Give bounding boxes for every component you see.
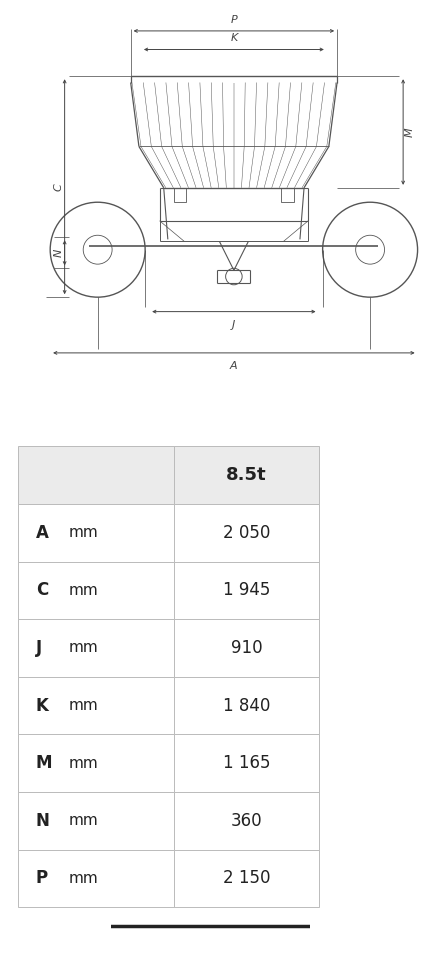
Text: A: A	[230, 361, 238, 372]
Text: mm: mm	[69, 640, 99, 656]
Text: 910: 910	[231, 639, 262, 657]
Bar	[175, 792, 319, 850]
Bar	[18, 619, 175, 677]
Text: N: N	[36, 812, 50, 829]
Bar	[18, 504, 175, 562]
Bar	[175, 446, 319, 504]
Bar	[18, 562, 175, 619]
Bar	[18, 850, 175, 907]
Text: 1 840: 1 840	[223, 697, 270, 714]
Text: A: A	[36, 524, 49, 541]
Text: 360: 360	[231, 812, 262, 829]
Text: mm: mm	[69, 698, 99, 713]
Text: N: N	[54, 249, 63, 257]
Bar	[18, 734, 175, 792]
Text: mm: mm	[69, 756, 99, 771]
Text: mm: mm	[69, 871, 99, 886]
Bar	[175, 562, 319, 619]
Text: M: M	[36, 755, 52, 772]
Text: M: M	[404, 128, 414, 137]
Text: J: J	[232, 320, 236, 330]
Text: C: C	[36, 582, 48, 599]
Text: mm: mm	[69, 525, 99, 540]
Text: 2 150: 2 150	[223, 870, 270, 887]
Text: K: K	[230, 34, 237, 43]
Bar	[175, 734, 319, 792]
Text: mm: mm	[69, 583, 99, 598]
Bar	[281, 188, 294, 203]
Text: C: C	[54, 182, 63, 191]
Bar	[18, 446, 175, 504]
Bar	[175, 504, 319, 562]
Bar	[175, 619, 319, 677]
Bar	[18, 792, 175, 850]
Text: 1 945: 1 945	[223, 582, 270, 599]
Text: P: P	[230, 14, 237, 25]
Bar	[18, 677, 175, 734]
Text: K: K	[36, 697, 49, 714]
Text: 8.5t: 8.5t	[226, 467, 267, 484]
Text: P: P	[36, 870, 48, 887]
Bar	[175, 850, 319, 907]
Bar	[174, 188, 187, 203]
Bar	[175, 677, 319, 734]
Text: mm: mm	[69, 813, 99, 828]
Text: 2 050: 2 050	[223, 524, 270, 541]
Text: 1 165: 1 165	[223, 755, 270, 772]
Text: J: J	[36, 639, 42, 657]
